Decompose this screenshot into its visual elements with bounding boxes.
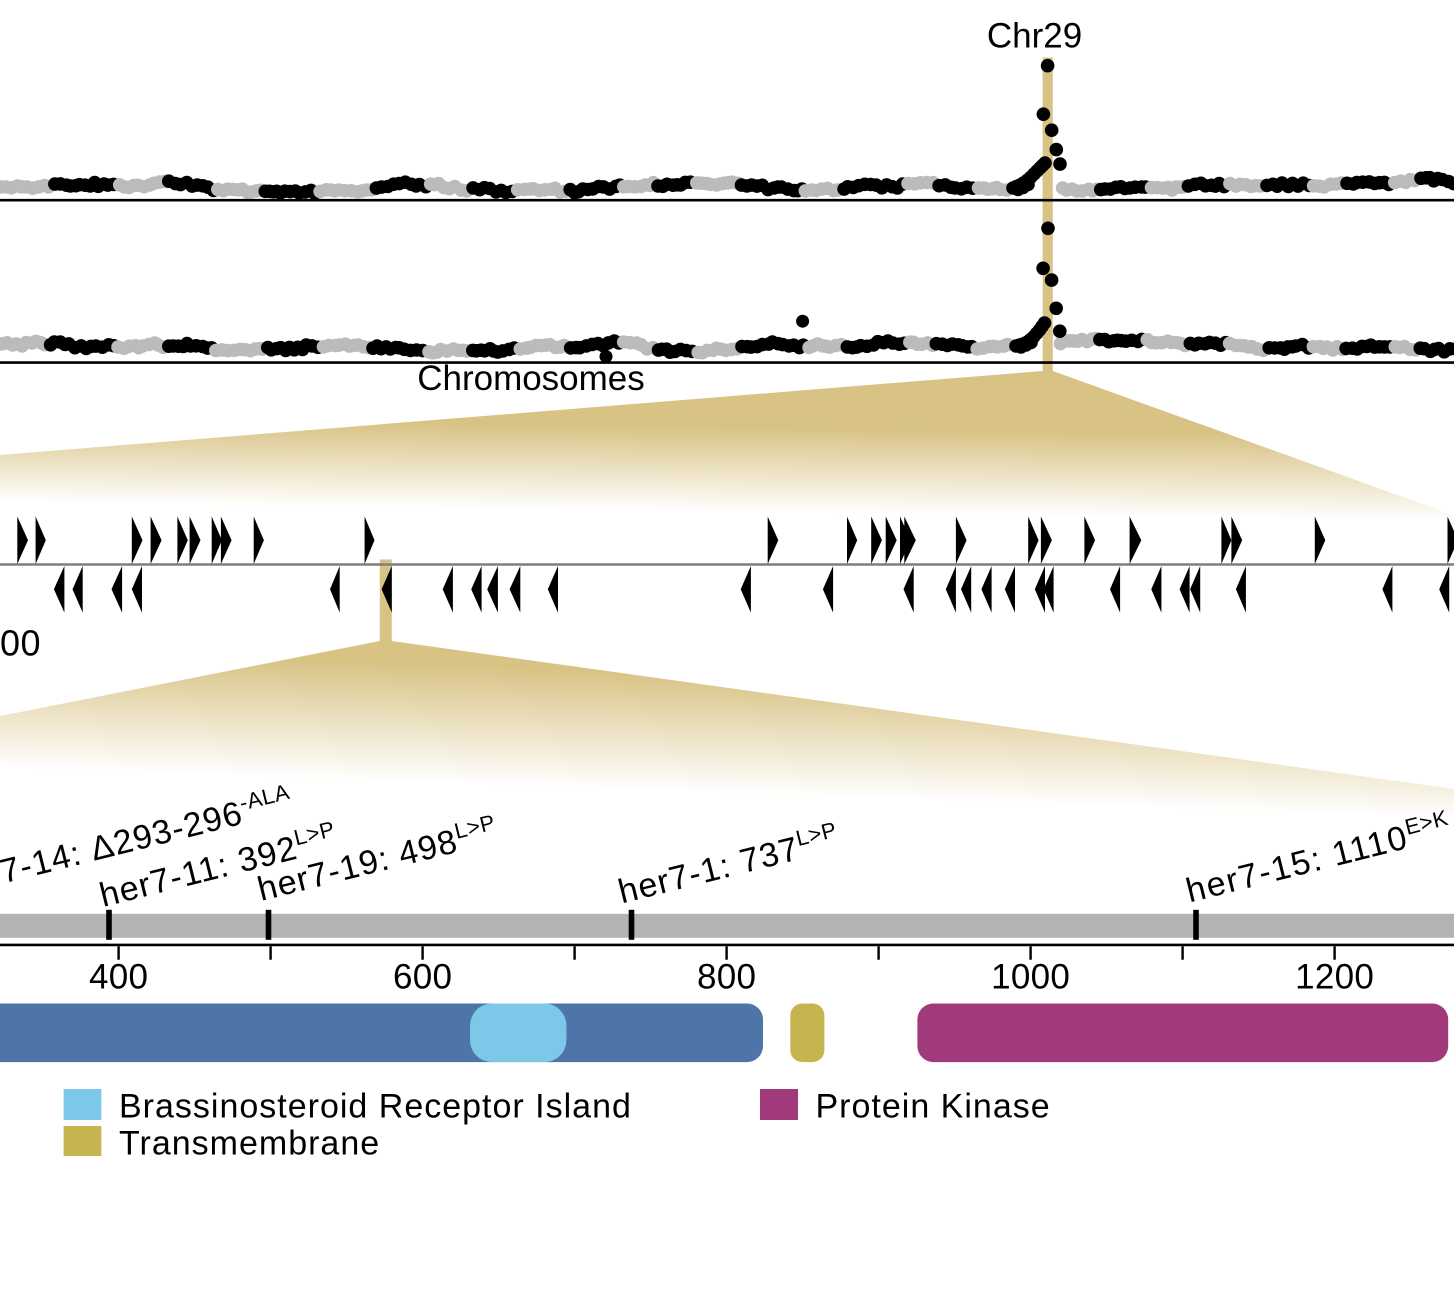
svg-text:1000: 1000 bbox=[991, 958, 1070, 997]
svg-text:Chromosomes: Chromosomes bbox=[417, 359, 645, 398]
svg-text:1200: 1200 bbox=[1295, 958, 1374, 997]
svg-text:800: 800 bbox=[697, 958, 756, 997]
svg-text:Chr29: Chr29 bbox=[987, 17, 1082, 56]
svg-text:Protein Kinase: Protein Kinase bbox=[816, 1088, 1051, 1126]
svg-text:Brassinosteroid Receptor Islan: Brassinosteroid Receptor Island bbox=[119, 1088, 632, 1126]
svg-text:600: 600 bbox=[393, 958, 452, 997]
svg-text:400: 400 bbox=[89, 958, 148, 997]
svg-text:Transmembrane: Transmembrane bbox=[119, 1125, 380, 1163]
svg-text:00: 00 bbox=[0, 623, 41, 664]
